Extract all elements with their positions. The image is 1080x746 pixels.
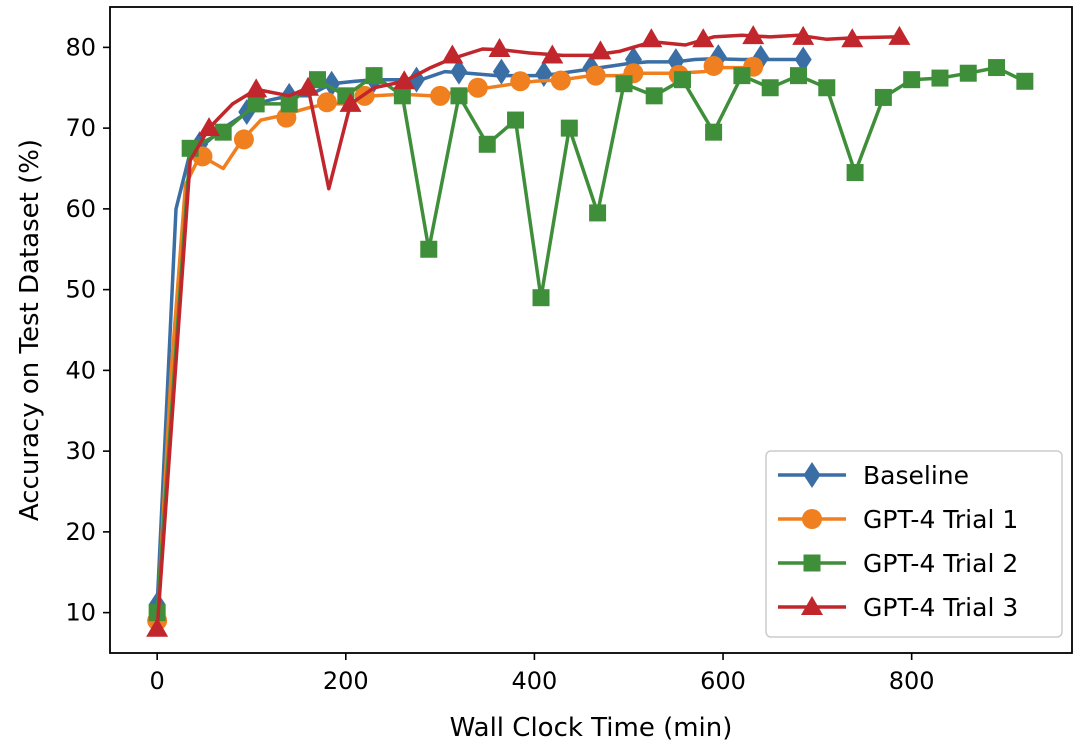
y-tick-label: 60 [65, 195, 96, 223]
data-point-triangle [245, 78, 268, 98]
x-tick-label: 400 [512, 667, 558, 695]
data-point-square [589, 204, 607, 222]
data-point-square [645, 87, 663, 105]
x-tick-label: 200 [323, 667, 369, 695]
data-point-square [365, 67, 383, 85]
data-point-triangle [146, 617, 169, 637]
data-point-square [507, 111, 525, 129]
legend-entry: GPT-4 Trial 1 [778, 505, 1018, 534]
data-point-triangle [841, 28, 864, 48]
data-point-square [478, 135, 496, 153]
data-point-square [280, 95, 298, 113]
data-point-square [214, 123, 232, 141]
data-point-square [988, 59, 1006, 77]
axes-layer: 0 200 400 600 800 10 20 30 40 50 60 70 80 [65, 33, 934, 695]
data-point-triangle [297, 76, 320, 96]
plot-area-frame [109, 6, 1073, 654]
data-point-circle [703, 55, 724, 76]
data-point-square [450, 87, 468, 105]
data-point-square [393, 87, 411, 105]
data-point-triangle [792, 25, 815, 45]
data-point-square [420, 240, 438, 258]
data-point-diamond [794, 46, 812, 73]
x-tick-label: 600 [700, 667, 746, 695]
data-point-square [959, 64, 977, 82]
series-gpt-4-trial-1 [147, 55, 764, 631]
data-point-square [846, 164, 864, 182]
y-tick-label: 50 [65, 276, 96, 304]
legend-marker-diamond [803, 462, 821, 488]
y-tick-label: 20 [65, 518, 96, 546]
data-point-diamond [624, 46, 642, 73]
legend-marker-square [803, 554, 821, 572]
data-point-square [532, 289, 550, 307]
x-tick-label: 800 [889, 667, 935, 695]
data-point-triangle [488, 37, 511, 57]
data-point-triangle [640, 28, 663, 48]
legend-entry: Baseline [778, 461, 969, 490]
data-point-triangle [393, 70, 416, 90]
data-point-square [673, 71, 691, 89]
series-layer [146, 25, 1034, 637]
data-point-circle [467, 77, 488, 98]
data-point-triangle [441, 44, 464, 64]
legend-label: GPT-4 Trial 2 [863, 549, 1018, 578]
data-point-square [560, 119, 578, 137]
y-tick-label: 30 [65, 437, 96, 465]
y-tick-label: 10 [65, 599, 96, 627]
legend-label: GPT-4 Trial 3 [863, 593, 1018, 622]
data-point-square [247, 95, 265, 113]
data-point-square [874, 88, 892, 106]
legend: Baseline GPT-4 Trial 1 GPT-4 Trial 2 GPT-4 … [765, 450, 1063, 638]
data-point-square [615, 75, 633, 93]
data-point-triangle [198, 117, 221, 137]
legend-box [765, 450, 1063, 638]
data-point-diamond [492, 58, 510, 85]
data-point-triangle [339, 92, 362, 112]
data-point-circle [550, 70, 571, 91]
data-point-square [931, 69, 949, 87]
data-point-square [789, 67, 807, 85]
data-point-diamond [709, 44, 727, 71]
data-point-triangle [589, 40, 612, 60]
data-point-square [1016, 72, 1034, 90]
data-point-square [903, 71, 921, 89]
data-point-circle [276, 107, 297, 128]
data-point-circle [430, 85, 451, 106]
data-point-triangle [742, 25, 765, 45]
legend-label: Baseline [863, 461, 969, 490]
legend-entry: GPT-4 Trial 3 [778, 593, 1018, 622]
series-gpt-4-trial-2 [148, 59, 1034, 622]
data-point-triangle [541, 44, 564, 64]
data-point-circle [510, 71, 531, 92]
data-point-square [705, 123, 723, 141]
data-point-triangle [692, 28, 715, 48]
y-tick-label: 80 [65, 33, 96, 61]
x-axis-label: Wall Clock Time (min) [450, 713, 733, 743]
series-gpt-4-trial-3 [146, 25, 911, 637]
data-point-square [733, 67, 751, 85]
series-line [155, 65, 752, 621]
data-point-triangle [888, 25, 911, 45]
legend-marker-circle [802, 509, 822, 529]
x-tick-label: 0 [150, 667, 165, 695]
data-point-diamond [535, 61, 553, 88]
data-point-circle [316, 92, 337, 113]
y-tick-label: 40 [65, 356, 96, 384]
data-point-square [818, 79, 836, 97]
data-point-circle [233, 129, 254, 150]
y-axis-label: Accuracy on Test Dataset (%) [15, 139, 45, 521]
legend-entry: GPT-4 Trial 2 [778, 549, 1018, 578]
y-tick-label: 70 [65, 114, 96, 142]
legend-label: GPT-4 Trial 1 [863, 505, 1018, 534]
data-point-circle [585, 65, 606, 86]
data-point-square [761, 79, 779, 97]
data-point-diamond [450, 58, 468, 85]
legend-marker-triangle [801, 596, 823, 615]
data-point-square [308, 71, 326, 89]
